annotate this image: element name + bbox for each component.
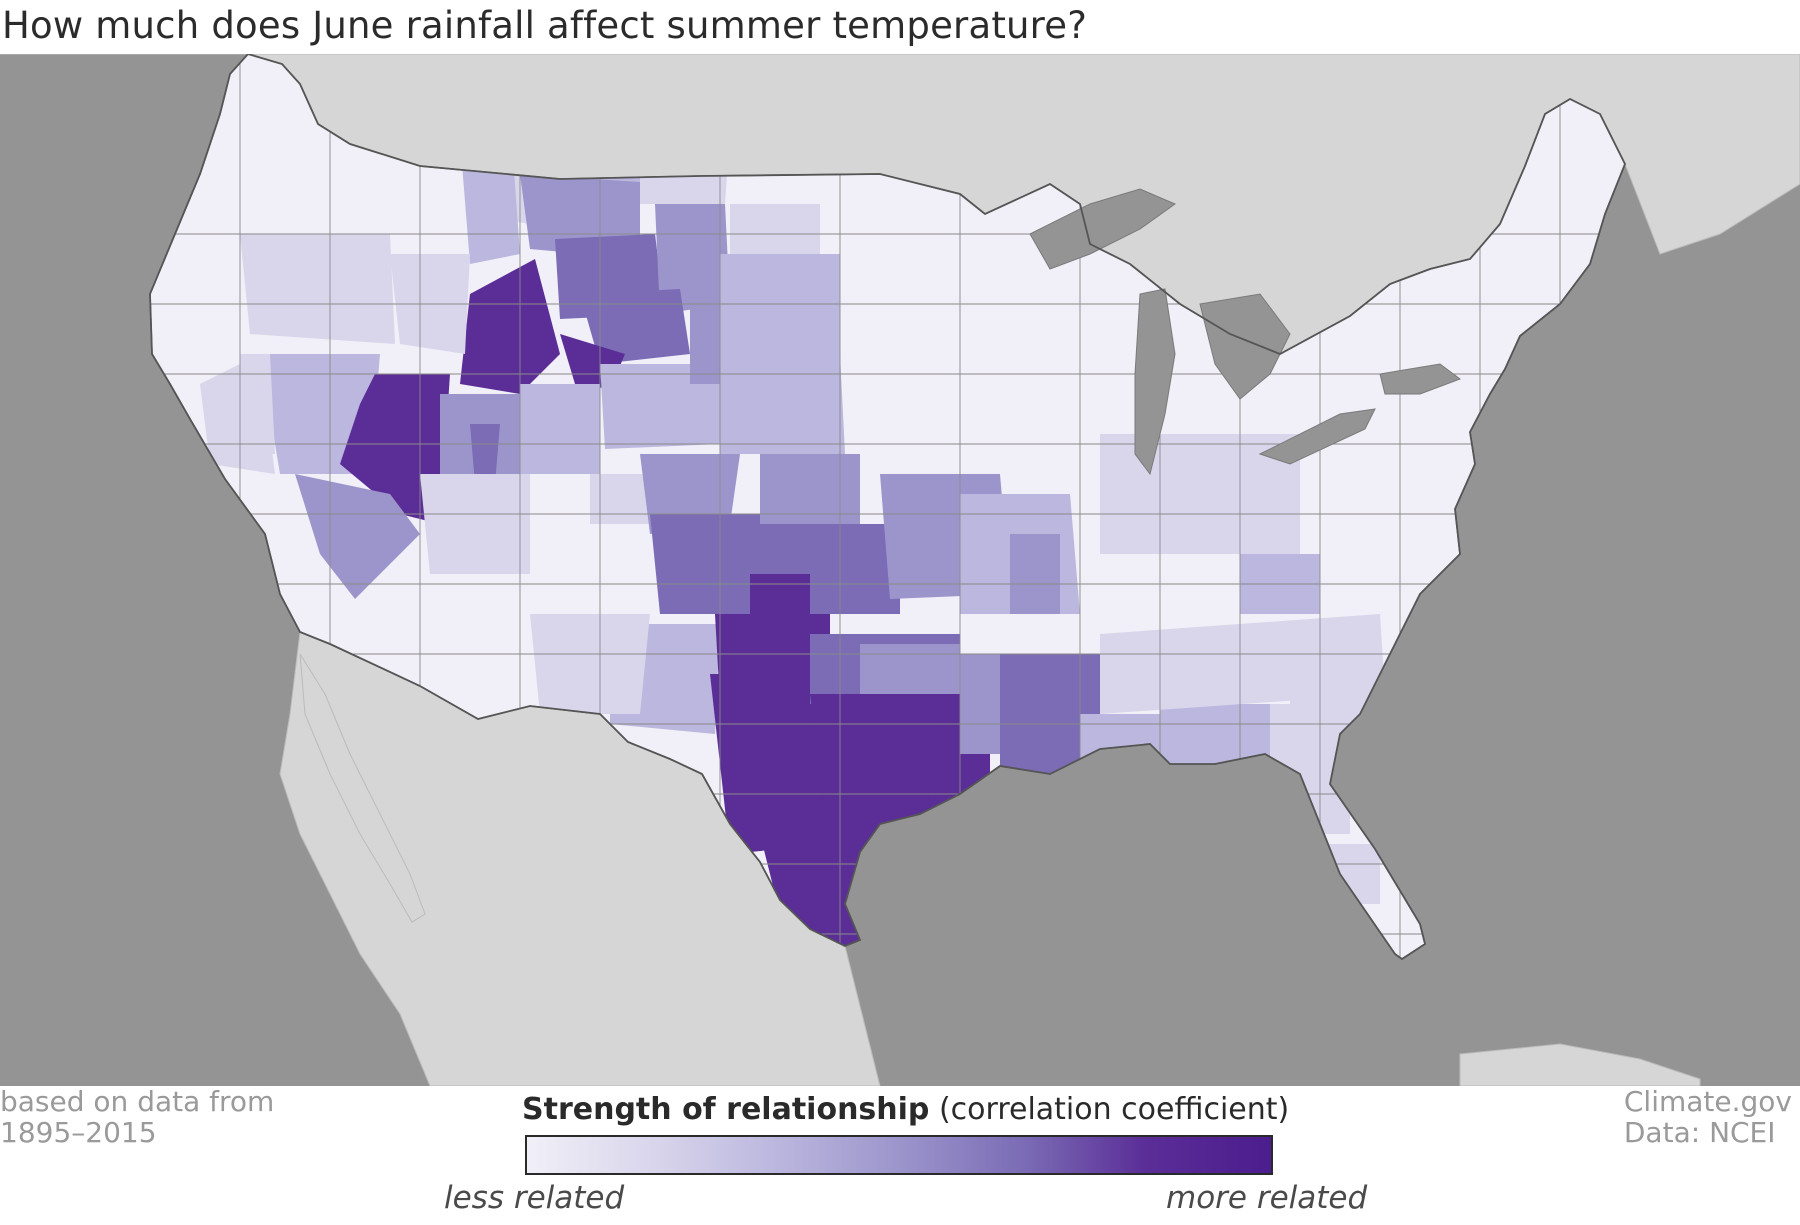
division-kansas-west [760, 454, 860, 524]
division-utah-central [520, 384, 600, 474]
source-note-line1: based on data from [0, 1086, 274, 1117]
legend-high-label: more related [1166, 1180, 1367, 1216]
division-newmexico-west [530, 614, 650, 714]
division-mississippi [1080, 714, 1160, 854]
legend-low-label: less related [444, 1180, 624, 1216]
source-note: based on data from 1895–2015 [0, 1086, 274, 1148]
map-canvas [0, 54, 1800, 1086]
source-note-line2: 1895–2015 [0, 1117, 274, 1148]
division-nd-west [730, 204, 820, 254]
division-nevada-basin [420, 474, 530, 574]
credits: Climate.gov Data: NCEI [1624, 1086, 1792, 1148]
choropleth-map [0, 54, 1800, 1086]
division-missouri-central [1010, 534, 1060, 614]
division-nebraska-west [720, 354, 845, 454]
cuba-landmass [1460, 1044, 1700, 1086]
legend-title: Strength of relationship (correlation co… [522, 1092, 1289, 1127]
division-colorado-east [650, 514, 760, 614]
division-california-east [240, 354, 275, 454]
division-texas-upper-coast [880, 874, 1010, 964]
credits-line1: Climate.gov [1624, 1086, 1792, 1117]
division-north-carolina [1290, 684, 1370, 744]
credits-line2: Data: NCEI [1624, 1117, 1792, 1148]
division-louisiana-north [990, 774, 1080, 874]
division-alabama [1150, 774, 1300, 844]
division-oregon-east [240, 234, 395, 344]
map-title: How much does June rainfall affect summe… [2, 4, 1087, 47]
legend-title-rest: (correlation coefficient) [939, 1092, 1289, 1127]
legend-color-bar [525, 1135, 1273, 1175]
division-louisiana-south [1040, 854, 1120, 914]
legend-title-bold: Strength of relationship [522, 1092, 929, 1127]
